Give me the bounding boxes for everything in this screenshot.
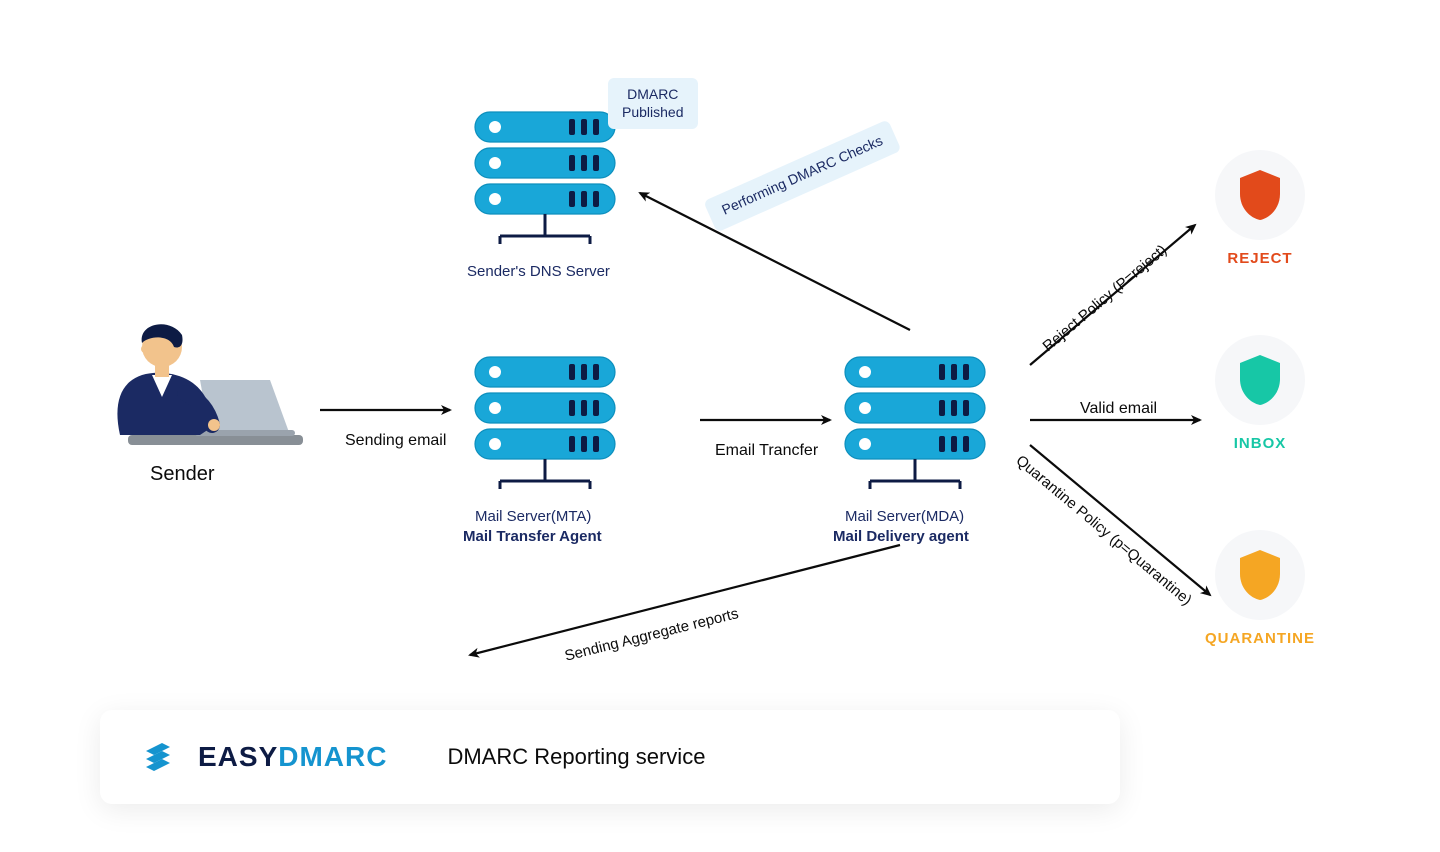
dmarc-published-text: DMARCPublished bbox=[622, 86, 684, 120]
mda-server-icon bbox=[845, 357, 985, 489]
inbox-node: INBOX bbox=[1205, 335, 1315, 452]
dns-server-icon bbox=[475, 112, 615, 244]
footer-title: DMARC Reporting service bbox=[447, 744, 705, 770]
valid-email-label: Valid email bbox=[1080, 400, 1157, 418]
mta-server-icon bbox=[475, 357, 615, 489]
sender-label: Sender bbox=[150, 463, 215, 486]
performing-checks-badge: Performing DMARC Checks bbox=[703, 119, 901, 232]
inbox-caption: INBOX bbox=[1205, 435, 1315, 452]
sending-email-label: Sending email bbox=[345, 432, 446, 450]
performing-checks-text: Performing DMARC Checks bbox=[719, 132, 885, 217]
mda-label-line1: Mail Server(MDA) bbox=[845, 508, 964, 525]
footer-card: EASYDMARC DMARC Reporting service bbox=[100, 710, 1120, 804]
brand-easy: EASY bbox=[198, 741, 278, 772]
dns-server-label: Sender's DNS Server bbox=[467, 263, 610, 280]
reject-policy-label: Reject Policy (P=reject) bbox=[1040, 242, 1171, 355]
email-transfer-label: Email Trancfer bbox=[715, 442, 818, 460]
mta-label-line2: Mail Transfer Agent bbox=[463, 528, 602, 545]
quarantine-caption: QUARANTINE bbox=[1205, 630, 1315, 647]
diagram-stage: DMARCPublished Performing DMARC Checks S… bbox=[0, 0, 1440, 852]
brand-block: EASYDMARC bbox=[140, 735, 387, 779]
quarantine-node: QUARANTINE bbox=[1205, 530, 1315, 647]
sender-icon bbox=[117, 324, 303, 445]
dmarc-published-badge: DMARCPublished bbox=[608, 78, 698, 129]
shield-icon-reject bbox=[1236, 168, 1284, 222]
shield-icon-inbox bbox=[1236, 353, 1284, 407]
mda-label-line2: Mail Delivery agent bbox=[833, 528, 969, 545]
mta-label-line1: Mail Server(MTA) bbox=[475, 508, 591, 525]
easydmarc-logo-icon bbox=[140, 735, 184, 779]
quarantine-circle bbox=[1215, 530, 1305, 620]
arrows-group bbox=[320, 193, 1210, 655]
inbox-circle bbox=[1215, 335, 1305, 425]
reject-caption: REJECT bbox=[1205, 250, 1315, 267]
aggregate-reports-label: Sending Aggregate reports bbox=[563, 605, 740, 665]
quarantine-policy-label: Quarantine Policy (p=Quarantine) bbox=[1013, 452, 1195, 609]
reject-node: REJECT bbox=[1205, 150, 1315, 267]
brand-dmarc: DMARC bbox=[278, 741, 387, 772]
shield-icon-quarantine bbox=[1236, 548, 1284, 602]
brand-text-wrap: EASYDMARC bbox=[198, 741, 387, 773]
reject-circle bbox=[1215, 150, 1305, 240]
